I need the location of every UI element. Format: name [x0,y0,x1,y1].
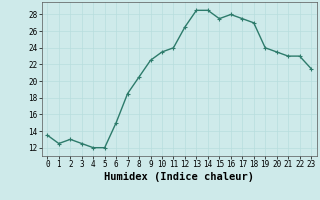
X-axis label: Humidex (Indice chaleur): Humidex (Indice chaleur) [104,172,254,182]
